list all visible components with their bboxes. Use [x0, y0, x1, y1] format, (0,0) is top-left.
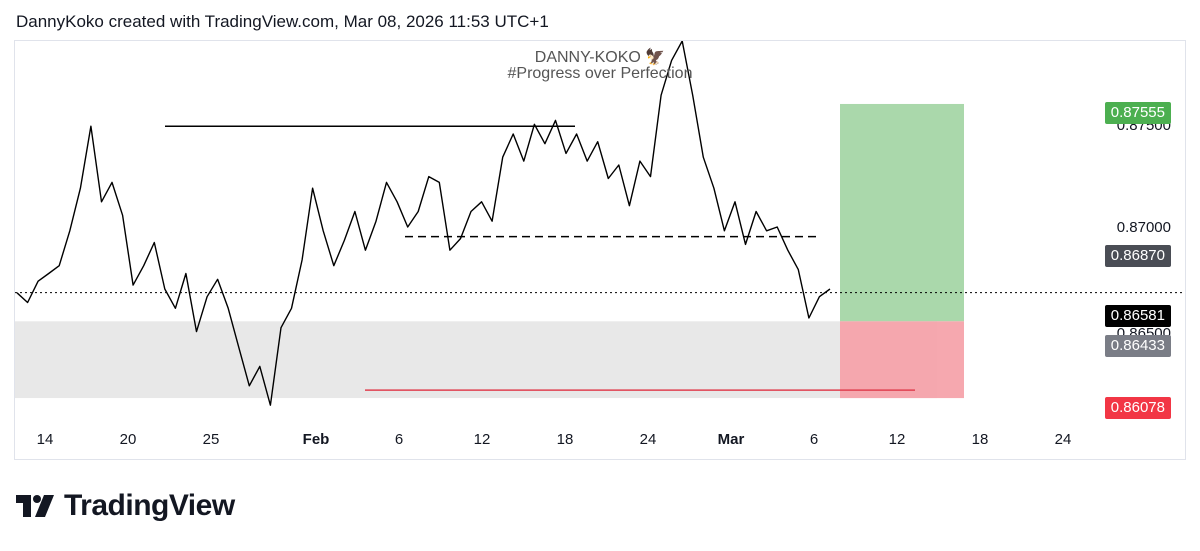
stop-loss-zone: [840, 321, 964, 399]
tradingview-wordmark: TradingView: [64, 489, 235, 522]
current-price-tag: 0.86581: [1104, 305, 1171, 327]
zones-layer: [15, 103, 964, 399]
x-tick-label: 25: [202, 431, 220, 448]
x-tick-label: 12: [888, 431, 906, 448]
x-tick-label: 24: [639, 431, 657, 448]
x-tick-label: 18: [556, 431, 574, 448]
x-tick-label: Mar: [717, 431, 745, 448]
price-chart[interactable]: [15, 41, 1185, 459]
watermark-subtitle: #Progress over Perfection: [507, 65, 693, 82]
price-series-line: [16, 41, 831, 406]
demand-zone: [15, 321, 937, 399]
tradingview-brand[interactable]: TradingView: [16, 489, 235, 523]
tradingview-logo-icon: [16, 495, 54, 517]
x-tick-label: 12: [473, 431, 491, 448]
chart-caption: DannyKoko created with TradingView.com, …: [16, 12, 549, 31]
stop-loss-tag: 0.86078: [1104, 397, 1171, 419]
level-tag: 0.86870: [1104, 245, 1171, 267]
x-tick-label: 6: [809, 431, 819, 448]
take-profit-zone: [840, 103, 964, 322]
watermark-title: DANNY-KOKO 🦅: [534, 49, 666, 66]
price-series-layer: [16, 41, 831, 406]
chart-area[interactable]: DANNY-KOKO 🦅 #Progress over Perfection 0…: [14, 40, 1186, 460]
x-tick-label: 24: [1054, 431, 1072, 448]
entry-tag: 0.86433: [1104, 335, 1171, 357]
take-profit-tag: 0.87555: [1104, 102, 1171, 124]
levels-layer: [15, 125, 1185, 391]
x-tick-label: 18: [971, 431, 989, 448]
x-tick-label: 6: [394, 431, 404, 448]
x-tick-label: 20: [119, 431, 137, 448]
y-tick-label: 0.87000: [1116, 219, 1171, 236]
x-tick-label: Feb: [302, 431, 330, 448]
x-tick-label: 14: [36, 431, 54, 448]
